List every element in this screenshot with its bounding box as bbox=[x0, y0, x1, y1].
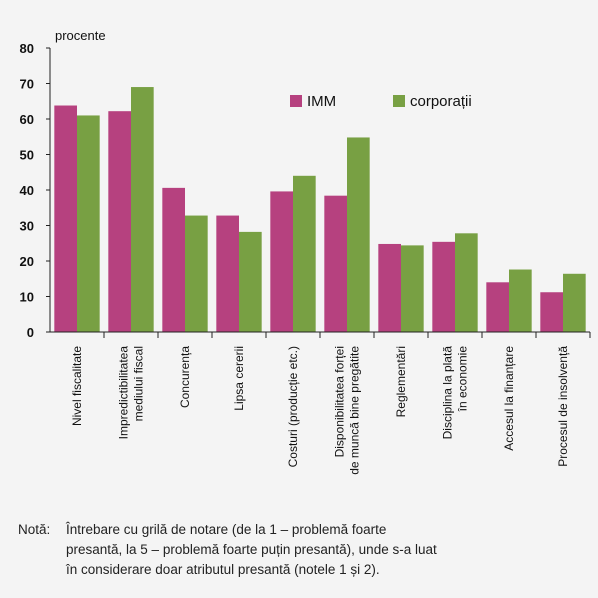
bar bbox=[486, 282, 509, 332]
y-axis-label: procente bbox=[55, 28, 106, 43]
legend-label: IMM bbox=[307, 93, 336, 110]
bar bbox=[270, 191, 293, 332]
x-tick-label: Reglementări bbox=[394, 346, 408, 417]
note-line: presantă, la 5 – problemă foarte puțin p… bbox=[66, 542, 437, 557]
y-tick-label: 80 bbox=[20, 41, 34, 56]
bar bbox=[509, 269, 532, 332]
x-tick-label: Disciplina la platăîn economie bbox=[441, 346, 470, 440]
y-tick-label: 10 bbox=[20, 290, 34, 305]
bar bbox=[131, 87, 154, 332]
bar bbox=[239, 231, 262, 332]
bar bbox=[293, 175, 316, 332]
y-tick-label: 40 bbox=[20, 183, 34, 198]
note-line: în considerare doar atributul presantă (… bbox=[65, 562, 380, 577]
x-tick-label: Disponibilitatea forțeide muncă bine pre… bbox=[333, 346, 362, 475]
legend-swatch bbox=[393, 95, 405, 107]
x-tick-label: Accesul la finanțare bbox=[502, 346, 516, 451]
x-tick-label: Concurența bbox=[178, 346, 192, 408]
bar bbox=[162, 187, 185, 332]
bar bbox=[432, 241, 455, 332]
bar bbox=[216, 215, 239, 332]
y-tick-label: 60 bbox=[20, 112, 34, 127]
y-tick-label: 20 bbox=[20, 254, 34, 269]
x-tick-label: Impredictibilitateamediului fiscal bbox=[117, 346, 146, 440]
bar bbox=[54, 105, 77, 332]
y-tick-label: 30 bbox=[20, 219, 34, 234]
bar bbox=[563, 273, 586, 332]
bar bbox=[455, 233, 478, 332]
legend-swatch bbox=[290, 95, 302, 107]
bar bbox=[324, 195, 347, 332]
y-tick-label: 70 bbox=[20, 77, 34, 92]
bar bbox=[108, 111, 131, 332]
y-tick-label: 0 bbox=[27, 325, 34, 340]
x-tick-label: Costuri (producție etc.) bbox=[286, 346, 300, 467]
y-tick-label: 50 bbox=[20, 148, 34, 163]
bar bbox=[347, 137, 370, 332]
bar bbox=[77, 115, 100, 332]
bar bbox=[540, 292, 563, 332]
x-tick-label: Procesul de insolvență bbox=[556, 346, 570, 467]
note-label: Notă: bbox=[18, 522, 50, 537]
bar bbox=[378, 243, 401, 332]
x-tick-label: Lipsa cererii bbox=[232, 346, 246, 411]
note-line: Întrebare cu grilă de notare (de la 1 – … bbox=[65, 522, 386, 537]
bar bbox=[185, 215, 208, 332]
legend-label: corporații bbox=[410, 93, 472, 110]
bar bbox=[401, 245, 424, 332]
x-tick-label: Nivel fiscalitate bbox=[70, 346, 84, 426]
